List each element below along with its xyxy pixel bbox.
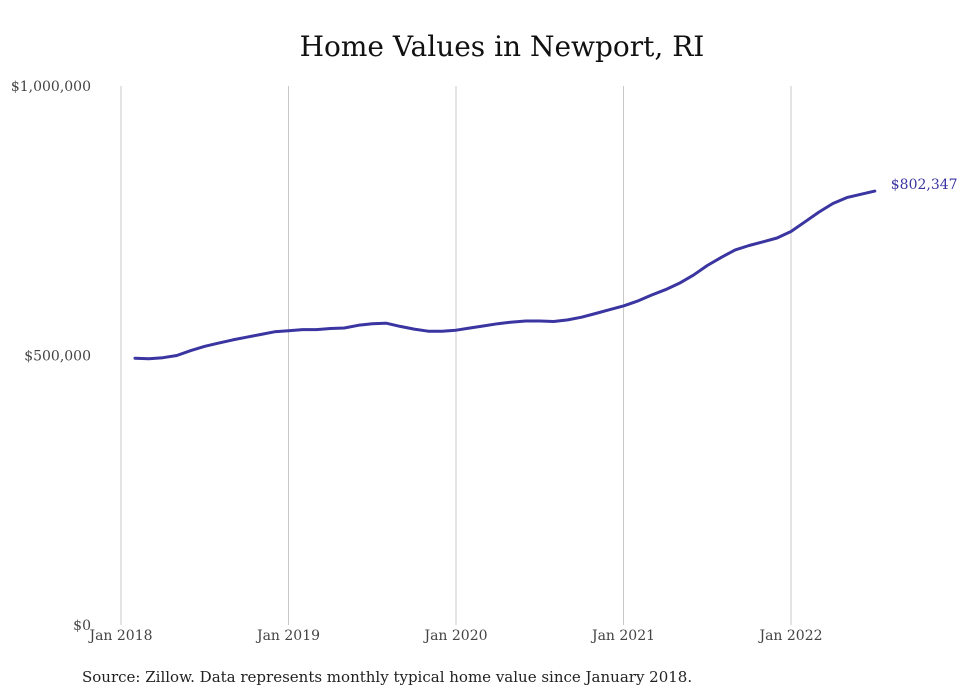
x-tick-label: Jan 2020 xyxy=(422,628,487,644)
source-note: Source: Zillow. Data represents monthly … xyxy=(82,668,693,686)
x-tick-label: Jan 2022 xyxy=(757,628,822,644)
x-tick-label: Jan 2021 xyxy=(590,628,655,644)
y-tick-label: $0 xyxy=(73,618,91,634)
y-axis-ticks: $1,000,000 $500,000 $0 xyxy=(11,79,91,634)
x-tick-label: Jan 2019 xyxy=(255,628,320,644)
x-tick-label: Jan 2018 xyxy=(87,628,152,644)
y-tick-label: $1,000,000 xyxy=(11,79,91,95)
chart-title: Home Values in Newport, RI xyxy=(299,30,705,63)
x-axis-ticks: Jan 2018 Jan 2019 Jan 2020 Jan 2021 Jan 2022 xyxy=(87,628,822,644)
gridlines xyxy=(120,86,792,625)
y-tick-label: $500,000 xyxy=(24,349,91,365)
home-value-line xyxy=(133,189,877,361)
latest-value-label: $802,347 xyxy=(891,177,958,193)
